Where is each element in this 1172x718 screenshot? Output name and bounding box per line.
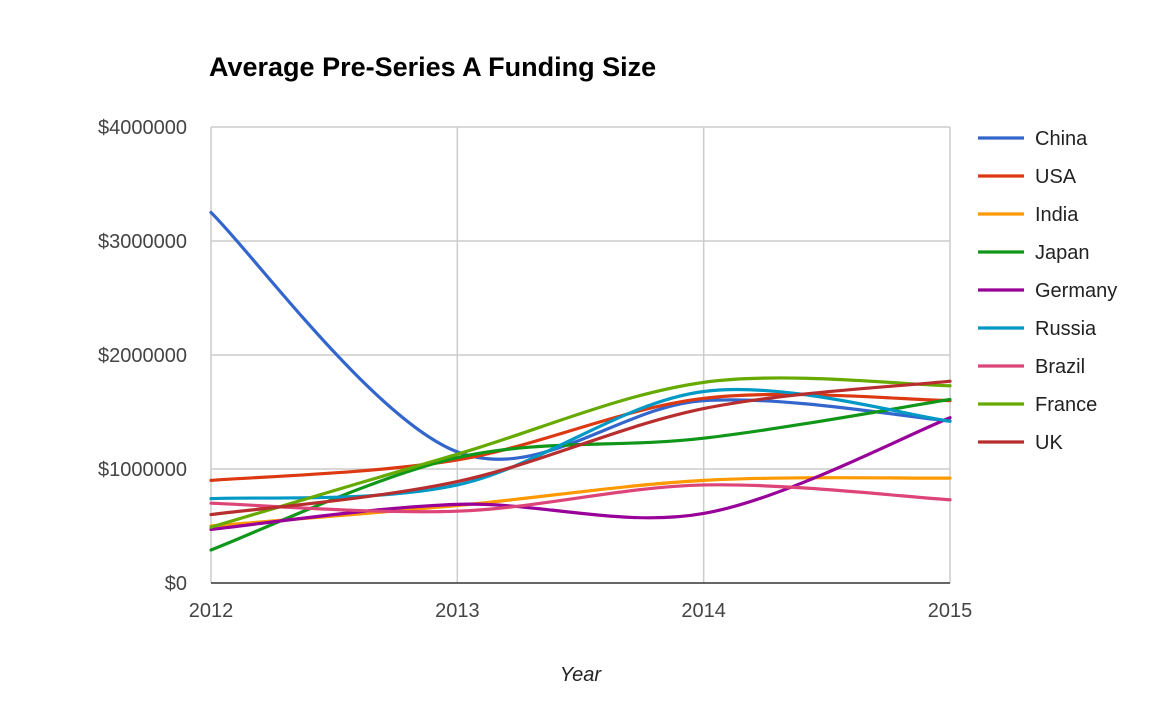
series-line-uk bbox=[209, 379, 952, 517]
y-tick-label: $4000000 bbox=[98, 117, 187, 139]
legend-label-brazil: Brazil bbox=[1035, 356, 1085, 378]
series-line-brazil bbox=[209, 483, 952, 514]
series-line-russia bbox=[209, 387, 952, 501]
legend-label-japan: Japan bbox=[1035, 242, 1090, 264]
legend-label-india: India bbox=[1035, 204, 1079, 226]
legend-label-usa: USA bbox=[1035, 166, 1077, 188]
series-line-usa bbox=[209, 392, 952, 482]
x-tick-label: 2015 bbox=[928, 600, 973, 622]
x-axis-title: Year bbox=[560, 664, 602, 686]
legend-label-china: China bbox=[1035, 128, 1088, 150]
x-tick-label: 2012 bbox=[189, 600, 234, 622]
legend-label-germany: Germany bbox=[1035, 280, 1117, 302]
x-tick-label: 2014 bbox=[681, 600, 726, 622]
legend-label-russia: Russia bbox=[1035, 318, 1097, 340]
legend-label-uk: UK bbox=[1035, 432, 1063, 454]
series-line-china bbox=[209, 210, 952, 461]
x-tick-label: 2013 bbox=[435, 600, 480, 622]
series-line-france bbox=[209, 376, 952, 529]
y-tick-label: $0 bbox=[165, 573, 187, 595]
y-tick-label: $3000000 bbox=[98, 231, 187, 253]
series-line-germany bbox=[209, 416, 952, 532]
chart-title: Average Pre-Series A Funding Size bbox=[209, 52, 657, 82]
y-tick-label: $1000000 bbox=[98, 459, 187, 481]
legend-label-france: France bbox=[1035, 394, 1097, 416]
y-tick-label: $2000000 bbox=[98, 345, 187, 367]
